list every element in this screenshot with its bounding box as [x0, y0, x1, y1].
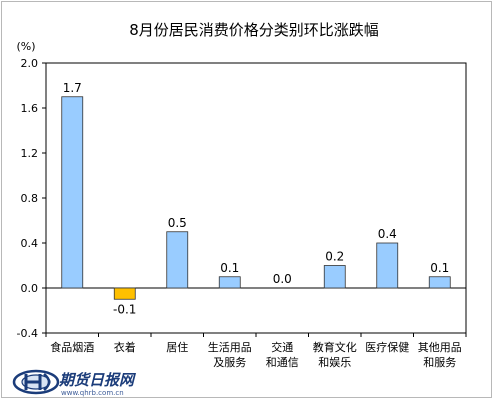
- data-label: 0.5: [168, 216, 187, 230]
- watermark-url: www.qhrb.com.cn: [61, 389, 124, 397]
- chart-frame: 8月份居民消费价格分类别环比涨跌幅 (%) 2.0 1.6 1.2 0.8 0.4 0.0…: [1, 1, 492, 398]
- x-category-label: 及服务: [213, 356, 246, 369]
- y-tick-label: 1.2: [21, 147, 39, 160]
- data-label: 0.1: [430, 261, 449, 275]
- y-tick-label: 2.0: [21, 57, 39, 70]
- x-category-label: 食品烟酒: [50, 340, 94, 354]
- y-tick-label: -0.4: [17, 327, 38, 340]
- plot-border: [45, 62, 467, 334]
- y-tick-label: 0.8: [21, 192, 39, 205]
- data-label: 1.7: [63, 81, 82, 95]
- x-category-label: 和服务: [423, 356, 456, 369]
- bar: [166, 231, 189, 289]
- x-category-label: 居住: [166, 340, 188, 354]
- bar: [113, 287, 136, 300]
- chart-title: 8月份居民消费价格分类别环比涨跌幅: [129, 21, 379, 39]
- bar: [428, 276, 451, 289]
- x-category-label: 交通: [271, 340, 293, 354]
- bar: [218, 276, 241, 289]
- watermark: 期货日报网 www.qhrb.com.cn: [12, 369, 137, 397]
- x-category-label: 教育文化: [313, 340, 357, 354]
- x-category-label: 其他用品: [418, 341, 462, 354]
- data-label: 0.0: [273, 272, 292, 286]
- plot-area: 2.0 1.6 1.2 0.8 0.4 0.0 -0.4 1.7 食品烟酒 -0.1 衣着 0.5 居住…: [17, 57, 467, 369]
- bar: [376, 242, 399, 289]
- watermark-text: 期货日报网: [58, 371, 137, 389]
- bar-chart: 8月份居民消费价格分类别环比涨跌幅 (%) 2.0 1.6 1.2 0.8 0.4 0.0…: [12, 21, 467, 397]
- y-tick-label: 0.4: [21, 237, 39, 250]
- x-category-label: 医疗保健: [365, 340, 409, 354]
- x-category-label: 和通信: [266, 356, 299, 369]
- bar: [61, 96, 84, 289]
- y-tick-label: 1.6: [21, 102, 39, 115]
- qhrb-logo-icon: [12, 369, 60, 395]
- data-label: 0.2: [325, 250, 344, 264]
- x-category-label: 生活用品: [208, 340, 252, 354]
- x-category-label: 衣着: [114, 340, 136, 354]
- y-unit-label: (%): [16, 40, 35, 53]
- y-tick-label: 0.0: [21, 282, 39, 295]
- data-label: 0.4: [378, 227, 397, 241]
- x-category-label: 和娱乐: [318, 355, 351, 369]
- bar: [323, 265, 346, 289]
- data-label: 0.1: [220, 261, 239, 275]
- data-label: -0.1: [113, 302, 136, 316]
